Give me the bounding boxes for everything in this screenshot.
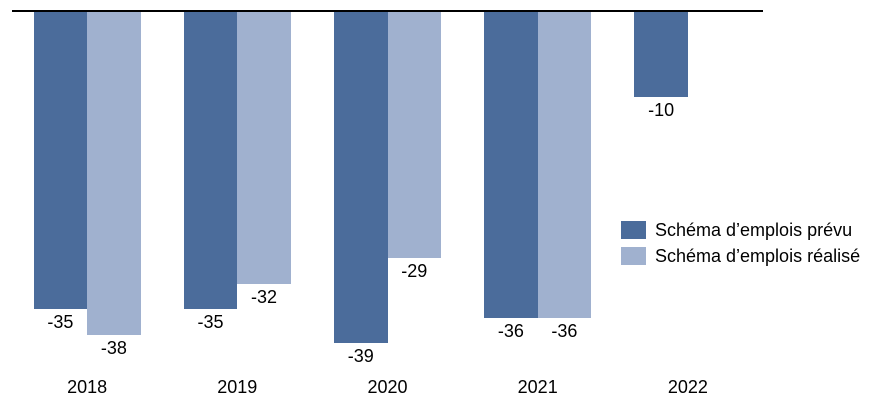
legend-label-prevu: Schéma d’emplois prévu xyxy=(655,220,853,240)
bar-value-prevu-2018: -35 xyxy=(47,312,74,332)
legend-label-realise: Schéma d’emplois réalisé xyxy=(655,246,861,266)
bar-realise-2019 xyxy=(237,11,291,284)
legend-swatch-prevu xyxy=(621,221,646,239)
bar-prevu-2020 xyxy=(334,11,388,343)
legend-item-realise: Schéma d’emplois réalisé xyxy=(621,247,860,265)
x-axis-label-2019: 2019 xyxy=(217,377,258,397)
chart-legend: Schéma d’emplois prévu Schéma d’emplois … xyxy=(621,221,860,273)
legend-item-prevu: Schéma d’emplois prévu xyxy=(621,221,860,239)
x-axis-label-2020: 2020 xyxy=(367,377,408,397)
bar-realise-2020 xyxy=(387,11,441,258)
bar-realise-2018 xyxy=(87,11,141,335)
x-axis-label-2021: 2021 xyxy=(517,377,558,397)
bar-value-prevu-2022: -10 xyxy=(648,99,675,120)
x-axis-label-2018: 2018 xyxy=(67,377,108,397)
bar-prevu-2018 xyxy=(33,11,88,309)
bar-prevu-2019 xyxy=(183,11,238,309)
legend-swatch-realise xyxy=(621,247,646,265)
bar-prevu-2021 xyxy=(484,11,538,318)
bar-realise-2021 xyxy=(537,11,592,318)
bar-value-prevu-2021: -36 xyxy=(497,320,524,341)
bar-value-prevu-2020: -39 xyxy=(347,346,374,366)
bar-prevu-2022 xyxy=(634,11,688,97)
bar-value-realise-2020: -29 xyxy=(401,261,428,281)
zero-axis-line xyxy=(12,9,763,12)
bar-value-realise-2021: -36 xyxy=(551,320,578,341)
x-axis-label-2022: 2022 xyxy=(667,377,708,397)
bar-value-prevu-2019: -35 xyxy=(197,312,224,332)
bar-value-realise-2019: -32 xyxy=(251,286,278,307)
bar-value-realise-2018: -38 xyxy=(100,337,127,358)
